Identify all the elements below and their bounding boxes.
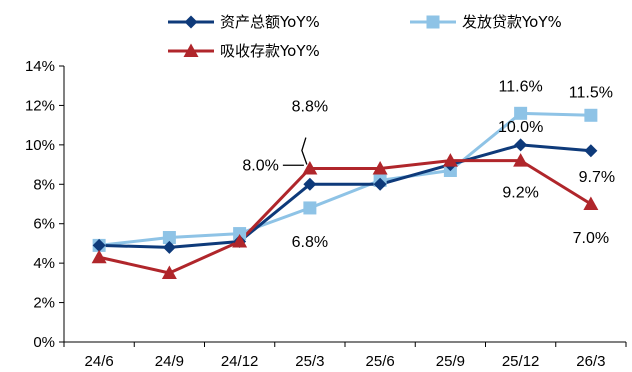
- data-label: 7.0%: [573, 230, 609, 247]
- data-point: [373, 177, 387, 191]
- data-label: 8.8%: [292, 99, 328, 116]
- leader-line: [301, 137, 308, 165]
- data-point: [514, 106, 528, 120]
- data-point: [584, 108, 598, 122]
- legend: 资产总额YoY% 发放贷款YoY% 吸收存款YoY%: [168, 13, 562, 60]
- legend-label: 发放贷款YoY%: [462, 13, 562, 31]
- legend-label: 资产总额YoY%: [220, 13, 320, 31]
- data-point: [583, 196, 599, 210]
- legend-item: 发放贷款YoY%: [410, 13, 562, 31]
- data-label: 10.0%: [498, 119, 543, 136]
- data-label: 8.0%: [242, 157, 278, 174]
- data-label: 11.5%: [569, 84, 613, 101]
- legend-item: 吸收存款YoY%: [168, 42, 320, 60]
- y-tick-label: 10%: [25, 137, 55, 154]
- annotation-leaders: [282, 137, 308, 166]
- data-label: 11.6%: [499, 78, 543, 95]
- data-point: [303, 177, 317, 191]
- series-line: [98, 111, 591, 247]
- data-point: [303, 201, 317, 215]
- data-point: [302, 161, 318, 175]
- y-tick-label: 0%: [33, 334, 55, 351]
- series-line: [98, 159, 592, 275]
- series-lines: [98, 111, 592, 275]
- data-point: [162, 231, 176, 245]
- x-tick-label: 25/6: [366, 353, 395, 370]
- axes: 0% 2% 4% 6% 8% 10% 12% 14% 24/6 24/9 24/12 25/3 25/6…: [25, 58, 627, 370]
- data-label: 6.8%: [292, 234, 328, 251]
- data-point: [442, 153, 458, 167]
- y-tick-label: 12%: [25, 97, 55, 114]
- y-tick-label: 6%: [33, 216, 55, 233]
- data-label: 9.7%: [579, 169, 615, 186]
- x-tick-label: 25/9: [436, 353, 465, 370]
- data-point: [162, 240, 176, 254]
- legend-label: 吸收存款YoY%: [220, 42, 320, 60]
- x-tick-label: 24/9: [155, 353, 184, 370]
- x-tick-label: 24/12: [221, 353, 259, 370]
- data-label: 9.2%: [502, 185, 538, 202]
- x-tick-label: 26/3: [576, 353, 605, 370]
- data-point: [513, 153, 529, 167]
- y-tick-label: 2%: [33, 295, 55, 312]
- y-tick-label: 14%: [25, 58, 55, 75]
- data-point: [233, 227, 247, 241]
- data-point: [584, 144, 598, 158]
- y-tick-label: 4%: [33, 255, 55, 272]
- x-tick-label: 25/12: [502, 353, 540, 370]
- series-markers: [91, 106, 599, 279]
- y-tick-label: 8%: [33, 176, 55, 193]
- x-tick-label: 24/6: [85, 353, 114, 370]
- series-line: [99, 143, 592, 249]
- legend-item: 资产总额YoY%: [168, 13, 320, 31]
- data-point: [372, 161, 388, 175]
- data-point: [91, 249, 107, 264]
- x-tick-label: 25/3: [295, 353, 324, 370]
- legend-swatch-marker: [184, 15, 198, 29]
- legend-swatch-marker: [183, 43, 199, 57]
- data-point: [514, 138, 528, 152]
- data-labels: 8.8% 8.0% 6.8% 11.6% 10.0% 9.2% 11.5% 9.7% 7.0%: [242, 78, 615, 251]
- data-point: [92, 238, 106, 252]
- data-point: [161, 265, 177, 279]
- data-point: [232, 233, 248, 248]
- legend-swatch-marker: [426, 15, 440, 29]
